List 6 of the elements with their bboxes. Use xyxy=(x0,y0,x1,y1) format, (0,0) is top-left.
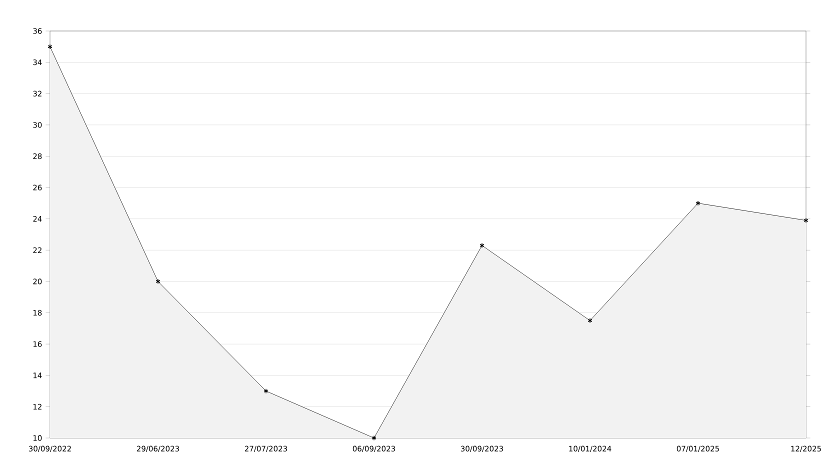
point xyxy=(588,318,592,324)
point xyxy=(372,435,376,441)
point xyxy=(156,278,160,284)
point xyxy=(264,388,268,394)
point xyxy=(480,242,484,248)
point xyxy=(696,200,700,206)
